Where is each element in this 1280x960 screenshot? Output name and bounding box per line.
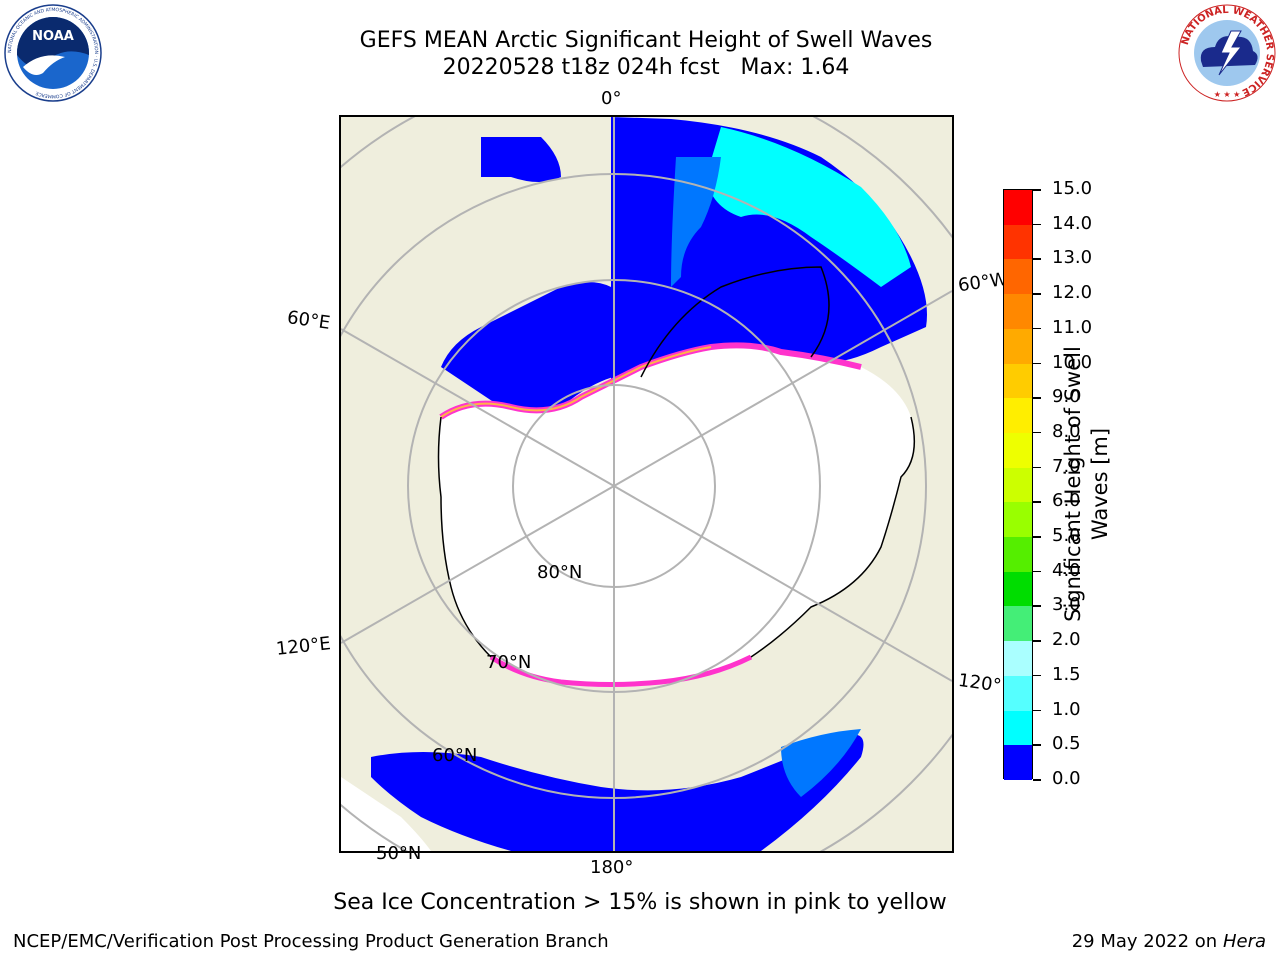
colorbar-segment [1004,190,1032,226]
colorbar-tick-label: 15.0 [1052,178,1093,199]
colorbar-tick-label: 12.0 [1052,282,1093,304]
colorbar-tick [1033,674,1041,677]
label-lon-60e: 60°E [285,307,332,334]
colorbar-tick [1033,640,1041,642]
colorbar [1003,189,1033,781]
colorbar-segment [1004,641,1032,677]
colorbar-segment [1004,294,1032,330]
sea-ice-region [438,345,915,685]
ocean-pacific-low [371,734,864,851]
colorbar-tick-label: 0.5 [1052,733,1081,755]
footer-date-text: 29 May 2022 on [1071,931,1218,952]
colorbar-tick [1033,466,1041,469]
colorbar-tick-label: 10.0 [1052,351,1093,373]
noaa-logo-text: NOAA [32,29,74,44]
colorbar-tick-label: 11.0 [1052,316,1093,338]
coastline-greenland [640,266,830,378]
meridian-60e [341,328,615,487]
nws-logo: NATIONAL WEATHER SERVICE ★ ★ ★ [1178,4,1276,102]
colorbar-tick [1033,744,1041,746]
colorbar-tick-label: 13.0 [1052,247,1093,269]
label-lat-50n: 50°N [376,843,422,864]
colorbar-tick-label: 14.0 [1052,212,1093,234]
colorbar-tick-label: 9.0 [1052,386,1081,408]
colorbar-title-line1: Significant Height of Swell [1061,346,1085,622]
colorbar-segment [1004,328,1032,365]
colorbar-segment [1004,259,1032,295]
meridian-120e [341,485,615,644]
colorbar-segment [1004,537,1032,573]
colorbar-tick-label: 1.0 [1052,698,1081,720]
ocean-swell-high [706,127,911,287]
noaa-logo: NOAA NATIONAL OCEANIC AND ATMOSPHERIC AD… [4,4,102,102]
coastline-canada [750,416,916,658]
colorbar-tick-label: 4.0 [1052,559,1081,581]
colorbar-segment [1004,467,1032,503]
label-lon-0: 0° [601,88,622,109]
meridian-60w [613,290,952,487]
footer-host: Hera [1222,931,1266,952]
label-lon-180: 180° [590,857,634,878]
colorbar-title: Significant Height of Swell Waves [m] [1060,284,1120,684]
meridian-120w [613,485,952,682]
colorbar-tick [1033,258,1041,260]
colorbar-tick-label: 1.5 [1052,663,1081,685]
colorbar-tick [1033,397,1041,399]
ocean-pacific-mid [781,729,861,797]
footer-branch: NCEP/EMC/Verification Post Processing Pr… [13,931,609,952]
colorbar-tick-label: 5.0 [1052,525,1081,547]
colorbar-tick [1033,605,1041,607]
colorbar-tick-label: 8.0 [1052,420,1081,442]
colorbar-tick [1033,536,1041,538]
ice-edge-yellow [440,346,712,418]
footer-date: 29 May 2022 on Hera [1072,931,1266,952]
colorbar-tick [1033,189,1041,191]
colorbar-tick [1033,709,1041,712]
label-lon-120e: 120°E [275,633,332,660]
sea-ice-note: Sea Ice Concentration > 15% is shown in … [333,890,947,915]
colorbar-segment [1004,224,1032,260]
ice-edge-pink-south [489,654,753,687]
ocean-baltic-low [481,137,561,182]
colorbar-tick-label: 0.0 [1052,768,1081,789]
chart-title: GEFS MEAN Arctic Significant Height of S… [359,28,933,53]
ocean-barents-low [441,282,613,417]
colorbar-tick-label: 3.0 [1052,594,1081,616]
colorbar-segment [1004,745,1032,781]
colorbar-tick-label: 6.0 [1052,490,1081,512]
colorbar-segment [1004,398,1032,434]
colorbar-tick [1033,779,1041,781]
colorbar-tick [1033,293,1041,295]
svg-text:★ ★ ★: ★ ★ ★ [1214,90,1241,99]
chart-subtitle: 20220528 t18z 024h fcst Max: 1.64 [442,55,850,80]
colorbar-tick [1033,362,1041,365]
colorbar-segment [1004,606,1032,642]
label-lat-70n: 70°N [486,652,532,673]
colorbar-tick-label: 7.0 [1052,455,1081,477]
label-lat-60n: 60°N [432,745,478,766]
polar-map [339,115,954,853]
colorbar-segment [1004,502,1032,538]
colorbar-tick [1033,223,1041,226]
label-lat-80n: 80°N [537,562,583,583]
colorbar-title-line2: Waves [m] [1088,427,1112,541]
colorbar-tick [1033,501,1041,503]
colorbar-tick-label: 2.0 [1052,629,1081,651]
polar-map-canvas [341,117,952,851]
coastline-siberia [437,416,492,658]
colorbar-tick [1033,327,1041,330]
colorbar-tick [1033,431,1041,434]
ocean-bering-blank [341,777,431,851]
colorbar-segment [1004,363,1032,399]
label-lon-60w: 60°W [956,268,1009,297]
colorbar-segment [1004,432,1032,469]
colorbar-tick [1033,570,1041,573]
graticule [341,117,952,851]
colorbar-segment [1004,571,1032,607]
colorbar-segment [1004,710,1032,746]
colorbar-segment [1004,675,1032,712]
